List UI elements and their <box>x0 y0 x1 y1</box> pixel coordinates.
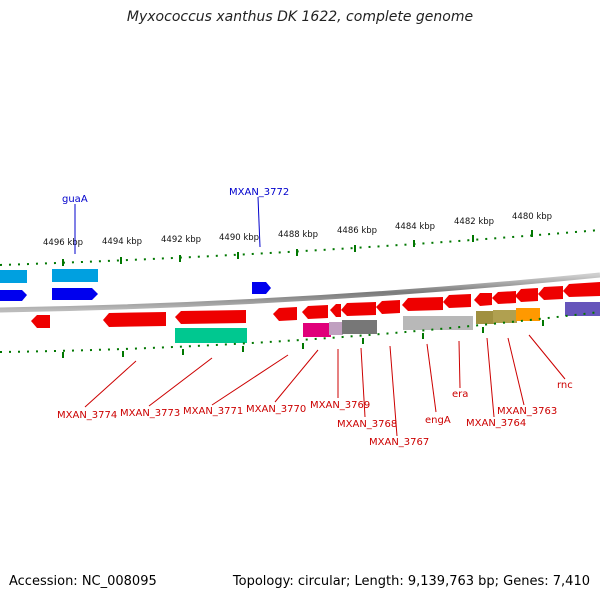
gene-forward-blue-3 <box>252 282 271 294</box>
gene-teal <box>175 328 247 343</box>
gene-forward-light-2 <box>52 269 98 282</box>
scale-label-4494: 4494 kbp <box>102 237 142 247</box>
figure-title: Myxococcus xanthus DK 1622, complete gen… <box>126 9 474 25</box>
upper-major-ticks <box>62 230 533 266</box>
gene-reverse-9 <box>402 297 443 311</box>
gene-light-gray <box>403 316 473 330</box>
scale-label-4492: 4492 kbp <box>161 235 201 245</box>
gene-label-MXAN_3769: MXAN_3769 <box>310 400 370 411</box>
MXAN_3772-leader <box>257 196 261 248</box>
scale-label-4486: 4486 kbp <box>337 226 377 236</box>
forward-genes <box>0 269 271 301</box>
gene-label-MXAN_3764: MXAN_3764 <box>466 418 526 429</box>
gene-reverse-12 <box>492 291 516 304</box>
gene-forward-light-1 <box>0 270 27 283</box>
gene-reverse-10 <box>443 294 471 308</box>
gene-reverse-8 <box>376 300 400 314</box>
gene-label-guaA: guaA <box>62 194 88 205</box>
gene-reverse-13 <box>515 288 538 302</box>
gene-reverse-4 <box>273 307 297 321</box>
gene-label-rnc: rnc <box>557 380 573 391</box>
gene-label-engA: engA <box>425 415 451 426</box>
gene-label-MXAN_3771: MXAN_3771 <box>183 406 243 417</box>
scale-label-4484: 4484 kbp <box>395 222 435 232</box>
gene-forward-blue-2 <box>52 288 98 300</box>
gene-gray-dark <box>342 320 377 334</box>
lower-major-ticks <box>62 320 544 358</box>
gene-reverse-14 <box>538 286 563 300</box>
genome-backbone <box>0 272 600 313</box>
gene-reverse-1 <box>31 315 50 328</box>
gene-label-MXAN_3772: MXAN_3772 <box>229 187 289 198</box>
gene-label-MXAN_3773: MXAN_3773 <box>120 408 180 419</box>
scale-label-4482: 4482 kbp <box>454 217 494 227</box>
gene-reverse-3 <box>175 310 246 324</box>
genome-summary-text: Topology: circular; Length: 9,139,763 bp… <box>232 574 590 589</box>
scale-label-4480: 4480 kbp <box>512 212 552 222</box>
scale-labels: 4496 kbp 4494 kbp 4492 kbp 4490 kbp 4488… <box>43 212 552 248</box>
gene-label-MXAN_3767: MXAN_3767 <box>369 437 429 448</box>
scale-label-4488: 4488 kbp <box>278 230 318 240</box>
bottom-leaders <box>84 334 566 437</box>
gene-reverse-7 <box>341 302 376 316</box>
gene-label-MXAN_3770: MXAN_3770 <box>246 404 306 415</box>
gene-label-MXAN_3768: MXAN_3768 <box>337 419 397 430</box>
gene-magenta <box>303 323 331 337</box>
gene-reverse-5 <box>302 305 328 319</box>
reverse-genes <box>31 282 600 328</box>
gene-label-MXAN_3774: MXAN_3774 <box>57 410 117 421</box>
gene-olive-1 <box>476 311 494 324</box>
accession-text: Accession: NC_008095 <box>9 574 157 589</box>
scale-label-4490: 4490 kbp <box>219 233 259 243</box>
gene-reverse-6 <box>330 304 341 317</box>
gene-forward-blue-1 <box>0 290 27 301</box>
gene-reverse-15 <box>563 282 600 297</box>
gene-reverse-11 <box>474 293 492 306</box>
gene-purple <box>565 302 600 316</box>
gene-olive-2 <box>493 310 517 323</box>
gene-label-MXAN_3763: MXAN_3763 <box>497 406 557 417</box>
gene-reverse-2 <box>103 312 166 327</box>
bottom-gene-labels: MXAN_3774 MXAN_3773 MXAN_3771 MXAN_3770 … <box>57 380 573 448</box>
gene-gray-light-a <box>329 322 343 335</box>
lower-track-genes <box>175 302 600 343</box>
gene-orange <box>516 308 540 321</box>
scale-label-4496: 4496 kbp <box>43 238 83 248</box>
gene-label-era: era <box>452 389 468 400</box>
